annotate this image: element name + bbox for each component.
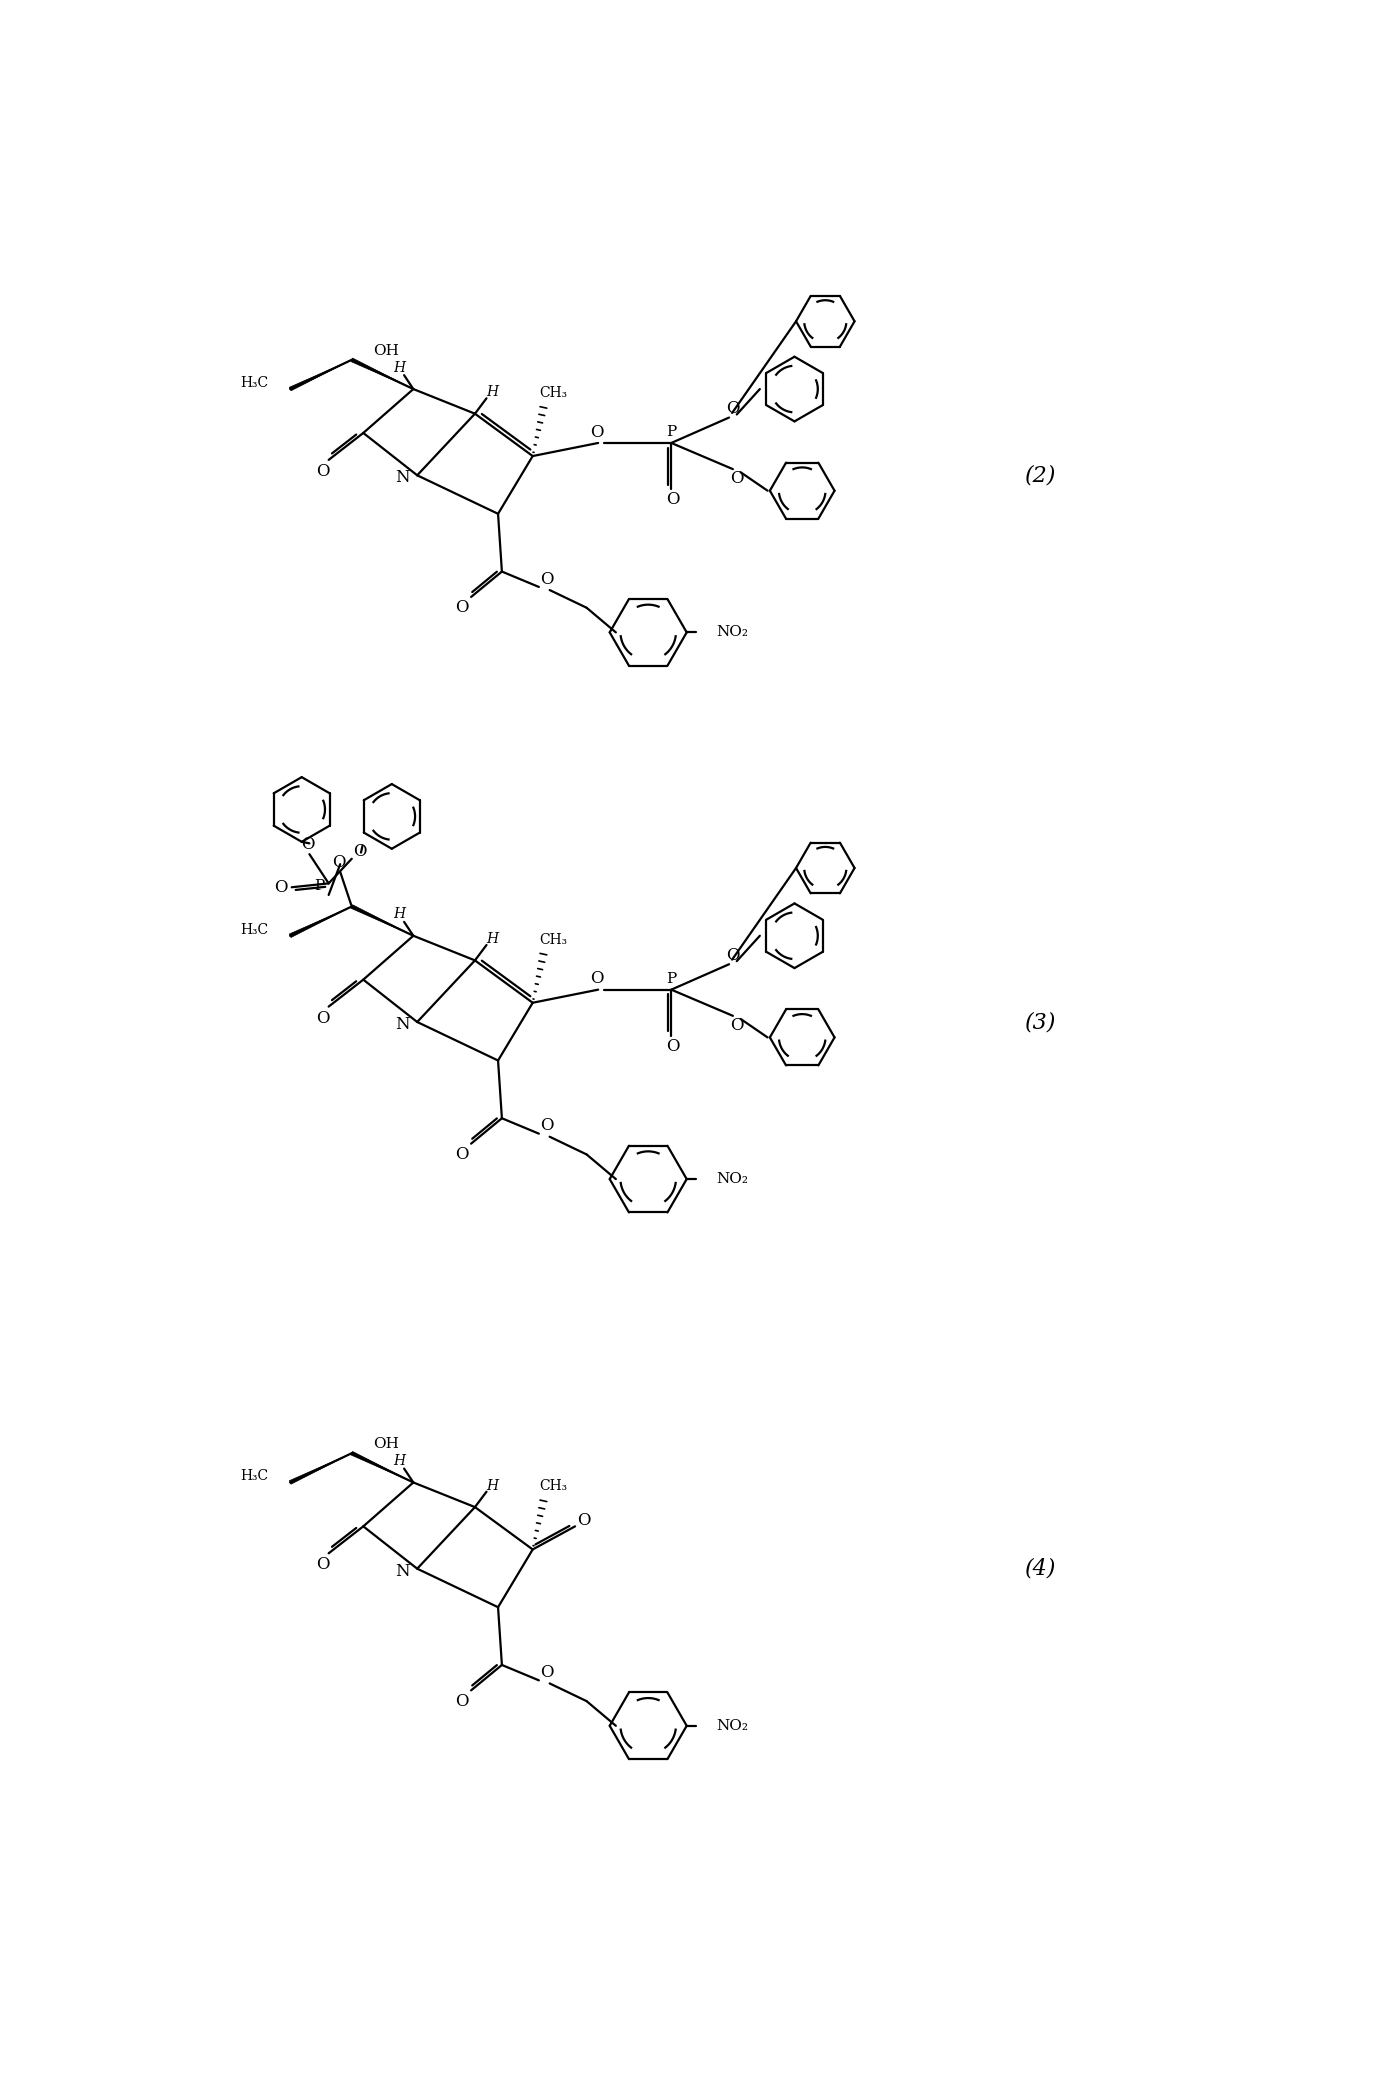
Text: O: O (578, 1512, 591, 1529)
Text: (2): (2) (1025, 464, 1057, 487)
Text: H₃C: H₃C (241, 1470, 269, 1483)
Polygon shape (290, 907, 351, 937)
Text: O: O (540, 1663, 553, 1682)
Text: OH: OH (374, 1436, 399, 1451)
Text: H: H (486, 932, 498, 945)
Polygon shape (290, 1453, 351, 1485)
Text: O: O (274, 878, 287, 897)
Text: N: N (395, 1016, 409, 1033)
Text: NO₂: NO₂ (715, 1718, 748, 1732)
Text: O: O (540, 1117, 553, 1134)
Polygon shape (290, 359, 351, 391)
Text: O: O (455, 598, 469, 615)
Text: H: H (393, 907, 406, 922)
Text: O: O (316, 1010, 329, 1027)
Text: O: O (316, 1556, 329, 1573)
Text: H: H (393, 361, 406, 374)
Text: OH: OH (374, 344, 399, 357)
Text: (4): (4) (1025, 1558, 1057, 1579)
Text: O: O (589, 424, 603, 441)
Text: H: H (486, 1478, 498, 1493)
Text: H₃C: H₃C (241, 376, 269, 391)
Polygon shape (351, 1451, 413, 1483)
Text: CH₃: CH₃ (539, 932, 567, 947)
Polygon shape (351, 905, 413, 937)
Text: O: O (666, 491, 679, 508)
Text: O: O (455, 1147, 469, 1163)
Text: O: O (727, 947, 739, 964)
Text: H: H (393, 1453, 406, 1468)
Text: N: N (395, 1562, 409, 1579)
Text: O: O (666, 1037, 679, 1054)
Text: CH₃: CH₃ (539, 386, 567, 399)
Text: CH₃: CH₃ (539, 1478, 567, 1493)
Text: O: O (455, 1693, 469, 1709)
Polygon shape (351, 359, 413, 388)
Text: (3): (3) (1025, 1010, 1057, 1033)
Text: O: O (353, 842, 367, 859)
Text: N: N (395, 468, 409, 485)
Text: O: O (301, 836, 315, 853)
Text: O: O (316, 462, 329, 481)
Text: NO₂: NO₂ (715, 1172, 748, 1186)
Text: P: P (314, 878, 325, 892)
Text: P: P (666, 972, 676, 985)
Text: O: O (729, 470, 743, 487)
Text: O: O (589, 970, 603, 987)
Text: NO₂: NO₂ (715, 626, 748, 638)
Text: H₃C: H₃C (241, 922, 269, 937)
Text: O: O (540, 571, 553, 588)
Text: H: H (486, 384, 498, 399)
Text: P: P (666, 424, 676, 439)
Text: O: O (729, 1016, 743, 1033)
Text: O: O (727, 399, 739, 416)
Text: O: O (332, 855, 346, 872)
